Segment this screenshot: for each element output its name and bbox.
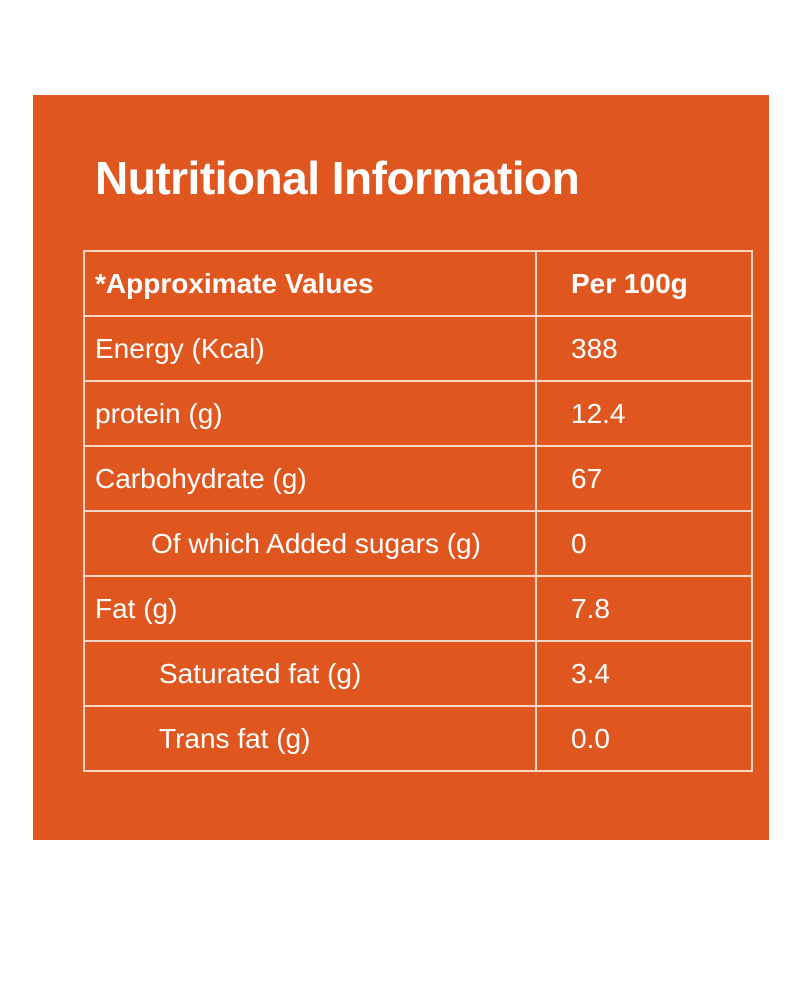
row-label-carbohydrate: Carbohydrate (g) <box>83 445 537 512</box>
table-row: Trans fat (g) 0.0 <box>83 705 753 772</box>
header-label: *Approximate Values <box>83 250 537 317</box>
row-value-trans-fat: 0.0 <box>535 705 753 772</box>
panel-title: Nutritional Information <box>95 152 580 204</box>
row-value-fat: 7.8 <box>535 575 753 642</box>
row-value-added-sugars: 0 <box>535 510 753 577</box>
nutrition-table: *Approximate Values Per 100g Energy (Kca… <box>83 250 753 772</box>
table-header-row: *Approximate Values Per 100g <box>83 250 753 317</box>
table-row: Carbohydrate (g) 67 <box>83 445 753 512</box>
row-label-fat: Fat (g) <box>83 575 537 642</box>
nutrition-panel: Nutritional Information *Approximate Val… <box>33 95 769 840</box>
row-value-energy: 388 <box>535 315 753 382</box>
row-label-protein: protein (g) <box>83 380 537 447</box>
row-label-trans-fat: Trans fat (g) <box>83 705 537 772</box>
row-value-protein: 12.4 <box>535 380 753 447</box>
header-value: Per 100g <box>535 250 753 317</box>
row-value-carbohydrate: 67 <box>535 445 753 512</box>
table-row: protein (g) 12.4 <box>83 380 753 447</box>
row-label-energy: Energy (Kcal) <box>83 315 537 382</box>
table-row: Fat (g) 7.8 <box>83 575 753 642</box>
row-label-added-sugars: Of which Added sugars (g) <box>83 510 537 577</box>
row-label-saturated-fat: Saturated fat (g) <box>83 640 537 707</box>
table-row: Of which Added sugars (g) 0 <box>83 510 753 577</box>
row-value-saturated-fat: 3.4 <box>535 640 753 707</box>
table-row: Saturated fat (g) 3.4 <box>83 640 753 707</box>
table-row: Energy (Kcal) 388 <box>83 315 753 382</box>
